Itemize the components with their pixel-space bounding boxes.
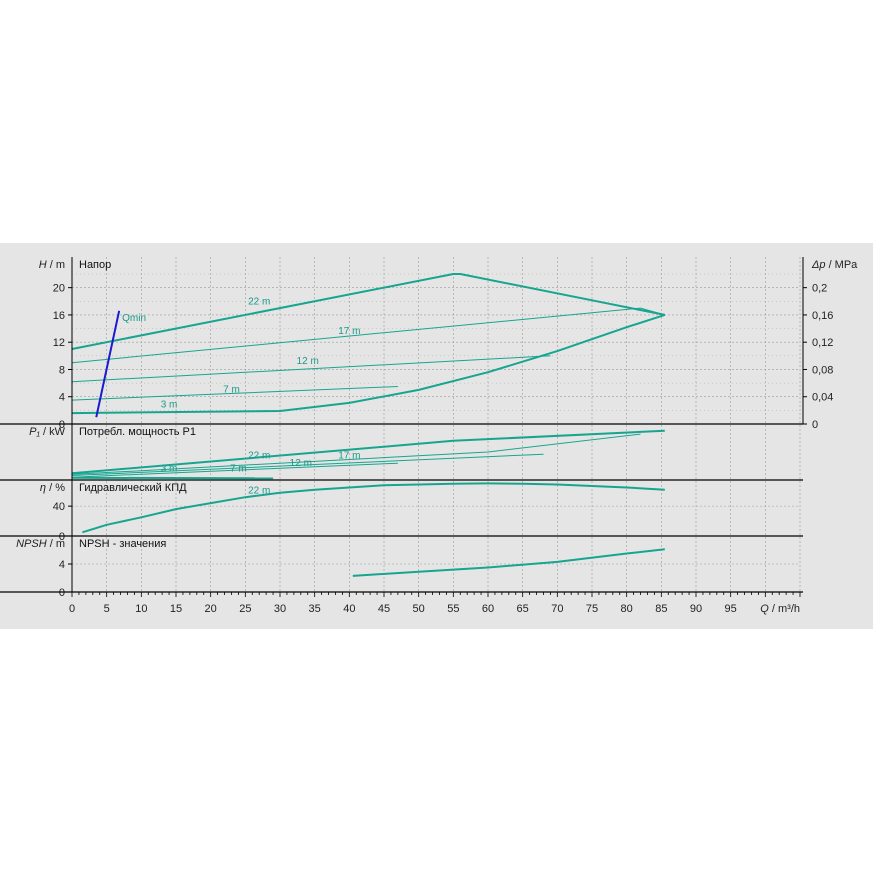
x-tick-label: 50	[413, 603, 425, 615]
y-axis-variable: η	[40, 482, 49, 494]
y2-tick-label: 0,08	[812, 364, 833, 376]
series-label: 22 m	[248, 485, 270, 496]
series-label: 17 m	[338, 326, 360, 337]
y-tick-label: 20	[53, 283, 65, 295]
series-label: 7 m	[223, 385, 240, 396]
y-axis-unit: / m	[50, 538, 65, 550]
y-axis-label: NPSH / m	[16, 538, 65, 550]
y-tick-label: 4	[59, 392, 65, 404]
y-axis-unit: / m	[50, 259, 65, 271]
y-axis-variable: H	[39, 259, 50, 271]
series-label: 3 m	[161, 464, 178, 475]
x-tick-label: 30	[274, 603, 286, 615]
y-axis-label: η / %	[40, 482, 65, 494]
y2-tick-label: 0,12	[812, 337, 833, 349]
series-line-head	[71, 355, 551, 383]
x-tick-label: 35	[309, 603, 321, 615]
series-line-head	[71, 313, 666, 415]
y-axis-variable: P₁	[29, 426, 43, 438]
panel-title: Потребл. мощность P1	[79, 426, 196, 438]
x-tick-label: 20	[205, 603, 217, 615]
y-tick-label: 12	[53, 337, 65, 349]
y-axis-label: P₁ / kW	[29, 426, 65, 438]
series-line-power	[71, 453, 544, 476]
x-tick-label: 10	[135, 603, 147, 615]
series-label: 17 m	[338, 451, 360, 462]
x-axis-variable: Q	[760, 603, 772, 615]
y2-axis-label: Δp / MPa	[811, 259, 858, 271]
pump-curve-chart: 0 4 8 12 16 20 H / m Напор 0 0,04 0,08 0,12 0,16 0,2 Δ…	[0, 243, 873, 629]
y2-tick-label: 0,04	[812, 392, 833, 404]
x-axis-unit: / m³/h	[772, 603, 800, 615]
series-label: 12 m	[290, 458, 312, 469]
x-tick-label: 90	[690, 603, 702, 615]
series-label: 22 m	[248, 297, 270, 308]
y-axis-unit: / kW	[43, 426, 66, 438]
y-tick-label: 0	[59, 419, 65, 431]
x-tick-label: 65	[517, 603, 529, 615]
series-line-npsh	[352, 548, 665, 577]
x-tick-label: 0	[69, 603, 75, 615]
series-line-power	[71, 429, 665, 475]
y2-tick-label: 0,16	[812, 310, 833, 322]
x-tick-label: 75	[586, 603, 598, 615]
x-tick-label: 5	[104, 603, 110, 615]
y-tick-label: 8	[59, 364, 65, 376]
series-line-power	[71, 476, 274, 480]
series-line-power	[71, 433, 641, 475]
panel-title: Напор	[79, 259, 111, 271]
x-axis-label: Q / m³/h	[760, 603, 800, 615]
qmin-line	[95, 310, 121, 418]
y-tick-label: 16	[53, 310, 65, 322]
panel-title: NPSH - значения	[79, 538, 166, 550]
y-tick-label: 40	[53, 501, 65, 513]
x-tick-label: 55	[447, 603, 459, 615]
qmin-label: Qmin	[122, 313, 146, 324]
y-tick-label: 4	[59, 559, 65, 571]
series-label: 22 m	[248, 451, 270, 462]
x-tick-label: 15	[170, 603, 182, 615]
series-label: 7 m	[230, 464, 247, 475]
x-tick-label: 25	[239, 603, 251, 615]
x-tick-label: 80	[621, 603, 633, 615]
series-line-head	[71, 307, 665, 364]
panel-title: Гидравлический КПД	[79, 482, 187, 494]
y-tick-label: 0	[59, 531, 65, 543]
x-tick-label: 70	[551, 603, 563, 615]
series-label: 3 m	[161, 400, 178, 411]
x-tick-label: 85	[655, 603, 667, 615]
y2-axis-variable: Δp	[811, 259, 829, 271]
x-tick-label: 45	[378, 603, 390, 615]
series-line-head	[71, 386, 398, 401]
y2-tick-label: 0,2	[812, 283, 827, 295]
y-axis-variable: NPSH	[16, 538, 50, 550]
series-line-efficiency	[82, 482, 665, 534]
series-label: 12 m	[297, 356, 319, 367]
y2-tick-label: 0	[812, 419, 818, 431]
y-tick-label: 0	[59, 587, 65, 599]
x-tick-label: 60	[482, 603, 494, 615]
y-axis-label: H / m	[39, 259, 65, 271]
series-line-power	[71, 462, 398, 478]
x-tick-label: 95	[725, 603, 737, 615]
x-tick-label: 40	[343, 603, 355, 615]
y2-axis-unit: / MPa	[829, 259, 859, 271]
y-axis-unit: / %	[49, 482, 65, 494]
series-line-head	[71, 273, 665, 350]
